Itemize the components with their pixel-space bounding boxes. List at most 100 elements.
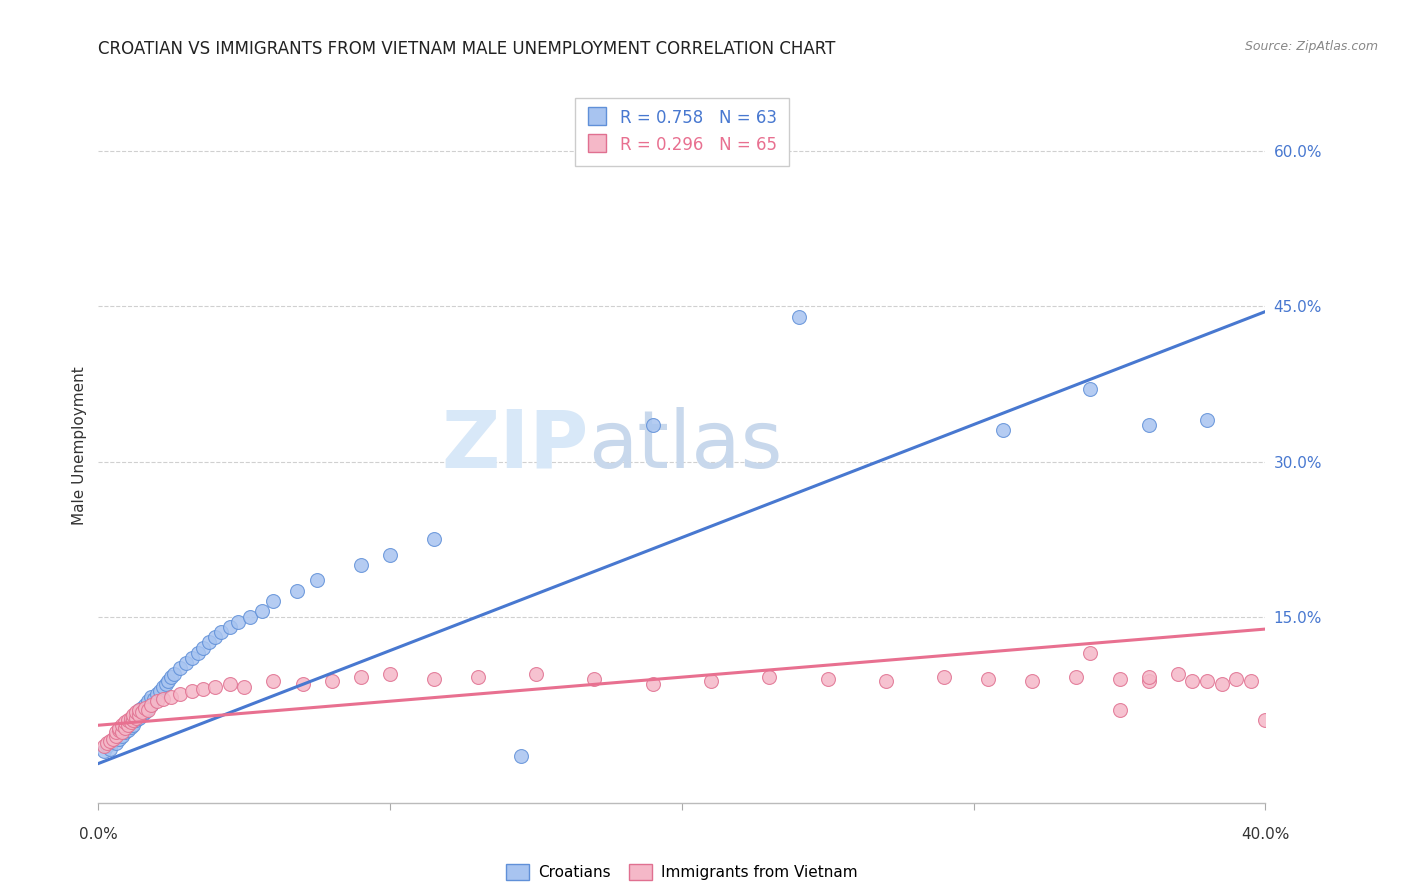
Point bbox=[155, 677, 177, 691]
Point bbox=[285, 583, 308, 598]
Point bbox=[117, 713, 139, 727]
Y-axis label: Male Unemployment: Male Unemployment bbox=[72, 367, 87, 525]
Point bbox=[131, 705, 153, 719]
Point bbox=[380, 548, 402, 562]
Point bbox=[1080, 646, 1102, 660]
Point bbox=[641, 677, 664, 691]
Point bbox=[131, 700, 153, 714]
Point bbox=[180, 684, 202, 698]
Point bbox=[125, 711, 148, 725]
Point bbox=[136, 700, 159, 714]
Point bbox=[250, 605, 273, 619]
Point bbox=[114, 715, 136, 730]
Point bbox=[307, 574, 329, 588]
Point bbox=[117, 715, 139, 730]
Point bbox=[758, 670, 780, 684]
Point bbox=[1195, 413, 1218, 427]
Point bbox=[524, 666, 547, 681]
Point bbox=[1181, 673, 1204, 688]
Point bbox=[128, 703, 150, 717]
Point bbox=[423, 672, 446, 686]
Point bbox=[120, 720, 142, 734]
Point bbox=[1254, 713, 1277, 727]
Point bbox=[180, 651, 202, 665]
Point bbox=[163, 666, 186, 681]
Point bbox=[128, 707, 150, 722]
Point bbox=[350, 558, 373, 572]
Legend: Croatians, Immigrants from Vietnam: Croatians, Immigrants from Vietnam bbox=[498, 856, 866, 888]
Point bbox=[142, 692, 165, 706]
Point bbox=[1108, 703, 1130, 717]
Point bbox=[131, 707, 153, 722]
Point bbox=[239, 609, 262, 624]
Point bbox=[1137, 673, 1160, 688]
Point bbox=[101, 731, 124, 746]
Point bbox=[152, 692, 174, 706]
Point bbox=[510, 749, 533, 764]
Point bbox=[817, 672, 839, 686]
Point bbox=[233, 680, 256, 694]
Point bbox=[104, 736, 127, 750]
Point bbox=[380, 666, 402, 681]
Point bbox=[111, 725, 134, 739]
Point bbox=[1225, 672, 1247, 686]
Point bbox=[204, 680, 226, 694]
Point bbox=[120, 711, 142, 725]
Point bbox=[111, 729, 134, 743]
Point bbox=[423, 532, 446, 546]
Point bbox=[228, 615, 250, 629]
Point bbox=[114, 725, 136, 739]
Point bbox=[160, 670, 183, 684]
Point bbox=[1137, 418, 1160, 433]
Point bbox=[193, 640, 215, 655]
Point bbox=[977, 672, 1000, 686]
Point bbox=[204, 630, 226, 644]
Point bbox=[125, 707, 148, 722]
Point bbox=[114, 722, 136, 736]
Point bbox=[120, 715, 142, 730]
Point bbox=[146, 687, 169, 701]
Point bbox=[98, 742, 121, 756]
Point bbox=[169, 687, 191, 701]
Point bbox=[136, 694, 159, 708]
Point bbox=[187, 646, 209, 660]
Point bbox=[122, 711, 145, 725]
Point bbox=[152, 680, 174, 694]
Point bbox=[169, 661, 191, 675]
Point bbox=[117, 718, 139, 732]
Point bbox=[1211, 677, 1233, 691]
Point bbox=[101, 733, 124, 747]
Point bbox=[104, 729, 127, 743]
Point bbox=[139, 690, 162, 705]
Point bbox=[321, 673, 343, 688]
Point bbox=[700, 673, 723, 688]
Point bbox=[125, 705, 148, 719]
Point bbox=[1108, 672, 1130, 686]
Point bbox=[1021, 673, 1043, 688]
Point bbox=[991, 424, 1014, 438]
Point bbox=[108, 731, 131, 746]
Point bbox=[93, 744, 115, 758]
Point bbox=[467, 670, 489, 684]
Point bbox=[209, 625, 232, 640]
Point bbox=[128, 711, 150, 725]
Point bbox=[934, 670, 956, 684]
Point bbox=[122, 718, 145, 732]
Point bbox=[1137, 670, 1160, 684]
Point bbox=[134, 705, 156, 719]
Point bbox=[149, 684, 172, 698]
Text: Source: ZipAtlas.com: Source: ZipAtlas.com bbox=[1244, 40, 1378, 54]
Point bbox=[98, 733, 121, 747]
Point bbox=[111, 722, 134, 736]
Point bbox=[641, 418, 664, 433]
Text: ZIP: ZIP bbox=[441, 407, 589, 485]
Text: 40.0%: 40.0% bbox=[1241, 827, 1289, 841]
Point bbox=[583, 672, 606, 686]
Point bbox=[218, 620, 240, 634]
Point bbox=[96, 739, 118, 753]
Point bbox=[350, 670, 373, 684]
Text: 0.0%: 0.0% bbox=[79, 827, 118, 841]
Point bbox=[198, 635, 221, 649]
Point bbox=[146, 694, 169, 708]
Point bbox=[218, 677, 240, 691]
